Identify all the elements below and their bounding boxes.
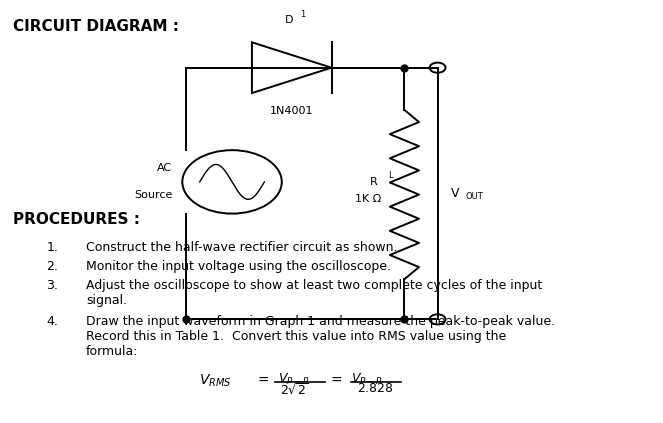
Text: PROCEDURES :: PROCEDURES :	[13, 212, 141, 226]
Text: Monitor the input voltage using the oscilloscope.: Monitor the input voltage using the osci…	[86, 260, 391, 273]
Point	[399, 64, 410, 71]
Text: Construct the half-wave rectifier circuit as shown.: Construct the half-wave rectifier circui…	[86, 241, 398, 254]
Text: OUT: OUT	[465, 192, 483, 201]
Text: 4.: 4.	[46, 315, 58, 328]
Text: L: L	[388, 171, 392, 180]
Text: R: R	[370, 177, 378, 187]
Text: CIRCUIT DIAGRAM :: CIRCUIT DIAGRAM :	[13, 19, 179, 34]
Text: $V_{P-P}$: $V_{P-P}$	[278, 372, 310, 387]
Text: Draw the input waveform in Graph 1 and measure the peak-to-peak value.
Record th: Draw the input waveform in Graph 1 and m…	[86, 315, 556, 358]
Text: 3.: 3.	[46, 279, 58, 292]
Text: $=$: $=$	[328, 372, 343, 386]
Text: $2.828$: $2.828$	[357, 382, 393, 396]
Point	[399, 316, 410, 323]
Text: $=$: $=$	[255, 372, 270, 386]
Text: $V_{RMS}$: $V_{RMS}$	[199, 372, 231, 389]
Text: 2.: 2.	[46, 260, 58, 273]
Text: V: V	[451, 187, 459, 200]
Text: 1: 1	[300, 10, 305, 19]
Text: Source: Source	[134, 190, 172, 201]
Text: $V_{P-P}$: $V_{P-P}$	[351, 372, 383, 387]
Text: 1N4001: 1N4001	[270, 106, 314, 116]
Text: 1K Ω: 1K Ω	[355, 194, 381, 204]
Text: AC: AC	[157, 163, 172, 173]
Point	[180, 316, 191, 323]
Text: $2\sqrt{2}$: $2\sqrt{2}$	[280, 382, 310, 398]
Text: D: D	[285, 15, 294, 25]
Text: 1.: 1.	[46, 241, 58, 254]
Text: Adjust the oscilloscope to show at least two complete cycles of the input
signal: Adjust the oscilloscope to show at least…	[86, 279, 542, 307]
